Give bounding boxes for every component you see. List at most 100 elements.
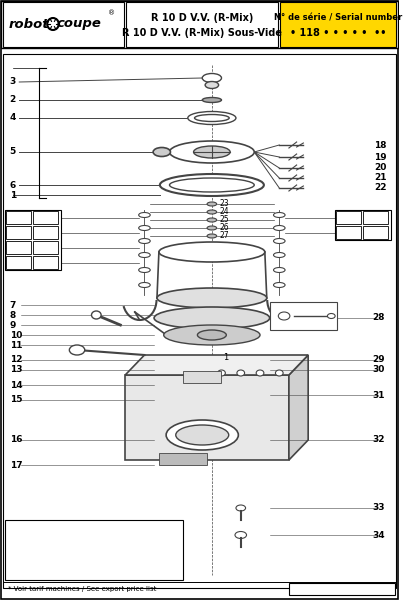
- Text: 4: 4: [9, 113, 16, 122]
- Text: 6: 6: [9, 181, 16, 190]
- Text: 34: 34: [372, 530, 384, 539]
- Ellipse shape: [275, 370, 282, 376]
- Ellipse shape: [206, 210, 216, 214]
- Text: 18: 18: [373, 140, 386, 149]
- Ellipse shape: [273, 283, 285, 287]
- FancyBboxPatch shape: [269, 302, 336, 330]
- Text: 45*: 45*: [367, 228, 383, 237]
- FancyBboxPatch shape: [335, 226, 360, 239]
- FancyBboxPatch shape: [335, 211, 360, 224]
- Ellipse shape: [278, 312, 289, 320]
- Ellipse shape: [273, 212, 285, 217]
- Ellipse shape: [273, 253, 285, 257]
- Text: 21: 21: [373, 173, 386, 182]
- Ellipse shape: [273, 268, 285, 272]
- Ellipse shape: [138, 268, 150, 272]
- Text: 19: 19: [373, 152, 386, 161]
- Text: 22: 22: [373, 184, 386, 193]
- Text: 8: 8: [9, 311, 16, 319]
- Text: 5: 5: [9, 148, 16, 157]
- Text: 13: 13: [9, 365, 22, 374]
- Ellipse shape: [138, 283, 150, 287]
- Ellipse shape: [138, 226, 150, 230]
- FancyBboxPatch shape: [280, 2, 395, 47]
- Ellipse shape: [217, 370, 225, 376]
- Text: ®: ®: [108, 10, 115, 16]
- FancyBboxPatch shape: [33, 226, 58, 239]
- Text: 1: 1: [223, 353, 228, 362]
- Text: 44*: 44*: [339, 213, 356, 222]
- Polygon shape: [288, 355, 307, 460]
- Ellipse shape: [235, 505, 245, 511]
- Ellipse shape: [153, 148, 170, 157]
- Text: R 10 D V.V. (R-Mix): R 10 D V.V. (R-Mix): [151, 13, 253, 23]
- Text: 1: 1: [9, 191, 16, 199]
- Text: sous-vide R-Vac® Retour sommaire: sous-vide R-Vac® Retour sommaire: [9, 539, 157, 547]
- FancyBboxPatch shape: [1, 1, 397, 599]
- Text: R 10 D V.V. (R-Mix) Sous-Vide: R 10 D V.V. (R-Mix) Sous-Vide: [122, 28, 282, 38]
- Ellipse shape: [159, 174, 263, 196]
- FancyBboxPatch shape: [6, 226, 31, 239]
- Text: 26: 26: [219, 223, 229, 232]
- Text: 20: 20: [373, 163, 386, 173]
- FancyBboxPatch shape: [6, 211, 31, 224]
- Text: 25: 25: [219, 215, 229, 224]
- Text: 17: 17: [9, 461, 22, 469]
- Text: 30: 30: [372, 365, 384, 374]
- FancyBboxPatch shape: [159, 453, 206, 465]
- Text: Kit R-Vac® Return to the summary: Kit R-Vac® Return to the summary: [9, 565, 154, 574]
- Ellipse shape: [206, 202, 216, 206]
- FancyBboxPatch shape: [362, 226, 387, 239]
- Ellipse shape: [163, 325, 259, 345]
- Ellipse shape: [202, 73, 221, 82]
- Polygon shape: [125, 355, 307, 375]
- Text: 38*: 38*: [37, 228, 53, 237]
- Text: 10: 10: [9, 331, 22, 340]
- Ellipse shape: [159, 242, 264, 262]
- Text: 40*: 40*: [37, 243, 53, 252]
- Ellipse shape: [273, 226, 285, 230]
- Text: 33: 33: [372, 503, 384, 512]
- Text: 43*: 43*: [367, 213, 383, 222]
- Text: 9: 9: [9, 320, 16, 329]
- Text: 32: 32: [372, 436, 384, 445]
- Text: 37*: 37*: [10, 228, 26, 237]
- Ellipse shape: [193, 146, 230, 158]
- Text: 23: 23: [219, 199, 229, 208]
- FancyBboxPatch shape: [33, 241, 58, 254]
- Text: N° de série / Serial number: N° de série / Serial number: [273, 13, 401, 22]
- Ellipse shape: [202, 97, 221, 103]
- Text: • 118 • • • • •  ••: • 118 • • • • • ••: [289, 28, 385, 38]
- Polygon shape: [125, 375, 288, 460]
- Text: 46*: 46*: [339, 228, 356, 237]
- Text: 24: 24: [219, 208, 229, 217]
- Ellipse shape: [194, 115, 229, 121]
- Ellipse shape: [273, 238, 285, 244]
- FancyBboxPatch shape: [33, 256, 58, 269]
- Ellipse shape: [169, 141, 254, 163]
- FancyBboxPatch shape: [335, 210, 390, 240]
- Ellipse shape: [154, 307, 269, 329]
- Text: coupe: coupe: [57, 17, 101, 31]
- Ellipse shape: [327, 313, 335, 319]
- Text: 12: 12: [9, 355, 22, 364]
- Text: 28: 28: [372, 313, 384, 323]
- Ellipse shape: [256, 370, 263, 376]
- FancyBboxPatch shape: [6, 241, 31, 254]
- FancyBboxPatch shape: [183, 371, 221, 383]
- Ellipse shape: [206, 218, 216, 222]
- FancyBboxPatch shape: [3, 54, 395, 588]
- FancyBboxPatch shape: [362, 211, 387, 224]
- Ellipse shape: [197, 330, 226, 340]
- Text: Pour détail dispositif: Pour détail dispositif: [9, 525, 94, 535]
- Text: 39*: 39*: [10, 243, 26, 252]
- Text: 14: 14: [9, 380, 22, 389]
- Text: 7: 7: [9, 301, 16, 310]
- Text: 35*: 35*: [10, 213, 26, 222]
- Text: 31: 31: [372, 391, 384, 400]
- Ellipse shape: [157, 288, 266, 308]
- Ellipse shape: [169, 178, 254, 192]
- FancyBboxPatch shape: [288, 583, 394, 595]
- FancyBboxPatch shape: [33, 211, 58, 224]
- Ellipse shape: [235, 532, 246, 539]
